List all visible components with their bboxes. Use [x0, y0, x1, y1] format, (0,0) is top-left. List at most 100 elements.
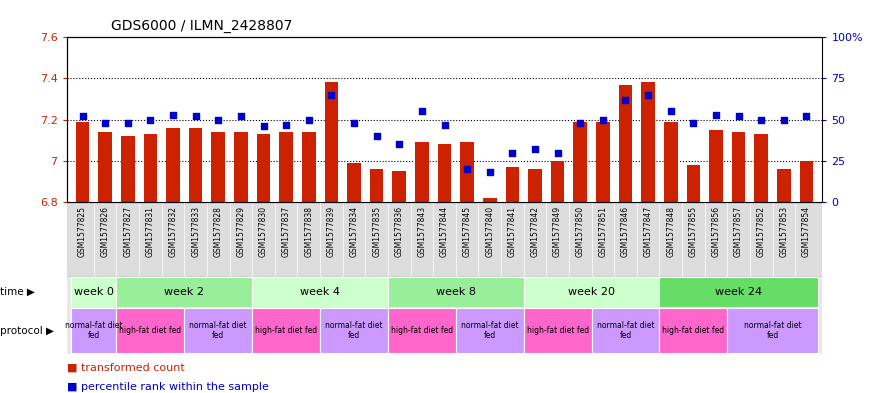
Bar: [524, 308, 591, 353]
Bar: [392, 171, 406, 202]
Bar: [506, 167, 519, 202]
Point: [732, 113, 746, 119]
Text: GSM1577854: GSM1577854: [802, 206, 811, 257]
Text: week 24: week 24: [715, 287, 762, 297]
Bar: [755, 134, 768, 202]
Text: normal-fat diet
fed: normal-fat diet fed: [744, 321, 801, 340]
Bar: [709, 130, 723, 202]
Text: GSM1577855: GSM1577855: [689, 206, 698, 257]
Point: [505, 149, 519, 156]
Text: week 20: week 20: [568, 287, 615, 297]
Text: normal-fat diet
fed: normal-fat diet fed: [65, 321, 123, 340]
Text: high-fat diet fed: high-fat diet fed: [391, 326, 453, 335]
Bar: [99, 132, 112, 202]
Bar: [320, 308, 388, 353]
Text: GSM1577830: GSM1577830: [259, 206, 268, 257]
Text: GSM1577828: GSM1577828: [213, 206, 223, 257]
Point: [460, 166, 474, 172]
Text: GSM1577836: GSM1577836: [395, 206, 404, 257]
Bar: [184, 308, 252, 353]
Text: GSM1577832: GSM1577832: [169, 206, 178, 257]
Point: [573, 120, 588, 126]
Point: [709, 112, 723, 118]
Bar: [727, 308, 818, 353]
Text: GSM1577840: GSM1577840: [485, 206, 494, 257]
Point: [686, 120, 701, 126]
Bar: [257, 134, 270, 202]
Text: GSM1577826: GSM1577826: [100, 206, 109, 257]
Text: normal-fat diet
fed: normal-fat diet fed: [189, 321, 247, 340]
Point: [528, 146, 542, 152]
Text: GSM1577846: GSM1577846: [621, 206, 630, 257]
Text: high-fat diet fed: high-fat diet fed: [662, 326, 725, 335]
Bar: [144, 134, 157, 202]
Bar: [279, 132, 292, 202]
Text: GSM1577857: GSM1577857: [734, 206, 743, 257]
Text: GDS6000 / ILMN_2428807: GDS6000 / ILMN_2428807: [111, 19, 292, 33]
Point: [437, 121, 452, 128]
Point: [347, 120, 361, 126]
Bar: [660, 308, 727, 353]
Text: GSM1577827: GSM1577827: [124, 206, 132, 257]
Bar: [456, 308, 524, 353]
Bar: [324, 83, 338, 202]
Text: normal-fat diet
fed: normal-fat diet fed: [597, 321, 654, 340]
Bar: [483, 198, 497, 202]
Text: ■ percentile rank within the sample: ■ percentile rank within the sample: [67, 382, 268, 392]
Bar: [71, 308, 116, 353]
Text: GSM1577825: GSM1577825: [78, 206, 87, 257]
Point: [754, 116, 768, 123]
Bar: [619, 84, 632, 202]
Text: GSM1577837: GSM1577837: [282, 206, 291, 257]
Text: GSM1577856: GSM1577856: [711, 206, 720, 257]
Bar: [461, 142, 474, 202]
Bar: [348, 163, 361, 202]
Text: GSM1577848: GSM1577848: [666, 206, 676, 257]
Bar: [573, 121, 587, 202]
Point: [483, 169, 497, 176]
Bar: [302, 132, 316, 202]
Point: [550, 149, 565, 156]
Bar: [252, 277, 388, 307]
Text: ■ transformed count: ■ transformed count: [67, 363, 184, 373]
Bar: [732, 132, 745, 202]
Bar: [524, 277, 660, 307]
Bar: [800, 161, 813, 202]
Point: [143, 116, 157, 123]
Text: GSM1577851: GSM1577851: [598, 206, 607, 257]
Text: GSM1577838: GSM1577838: [304, 206, 313, 257]
Point: [279, 121, 293, 128]
Point: [777, 116, 791, 123]
Bar: [641, 83, 655, 202]
Point: [121, 120, 135, 126]
Bar: [437, 144, 452, 202]
Point: [301, 116, 316, 123]
Bar: [166, 128, 180, 202]
Text: GSM1577835: GSM1577835: [372, 206, 381, 257]
Bar: [664, 121, 677, 202]
Point: [619, 97, 633, 103]
Bar: [551, 161, 565, 202]
Text: GSM1577831: GSM1577831: [146, 206, 155, 257]
Text: GSM1577833: GSM1577833: [191, 206, 200, 257]
Point: [188, 113, 203, 119]
Text: high-fat diet fed: high-fat diet fed: [526, 326, 589, 335]
Point: [663, 108, 677, 114]
Text: normal-fat diet
fed: normal-fat diet fed: [325, 321, 383, 340]
Text: GSM1577841: GSM1577841: [508, 206, 517, 257]
Bar: [121, 136, 134, 202]
Text: high-fat diet fed: high-fat diet fed: [119, 326, 181, 335]
Text: week 0: week 0: [74, 287, 114, 297]
Text: time ▶: time ▶: [0, 287, 35, 297]
Point: [641, 92, 655, 98]
Point: [415, 108, 429, 114]
Bar: [686, 165, 701, 202]
Point: [76, 113, 90, 119]
Text: GSM1577839: GSM1577839: [327, 206, 336, 257]
Point: [234, 113, 248, 119]
Bar: [777, 169, 790, 202]
Bar: [591, 308, 660, 353]
Bar: [415, 142, 428, 202]
Point: [212, 116, 226, 123]
Point: [98, 120, 112, 126]
